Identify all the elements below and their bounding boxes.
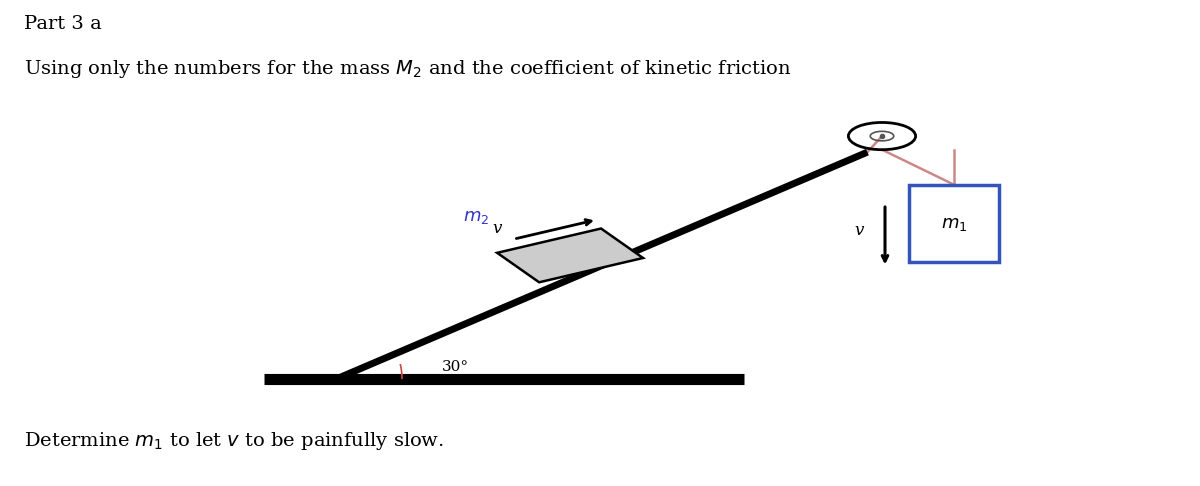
Text: $m_1$: $m_1$ [941,214,967,233]
Text: Using only the numbers for the mass $M_2$ and the coefficient of kinetic frictio: Using only the numbers for the mass $M_2… [24,58,791,80]
Text: v: v [854,223,864,239]
Text: 30°: 30° [442,360,469,374]
Text: Determine $m_1$ to let $v$ to be painfully slow.: Determine $m_1$ to let $v$ to be painful… [24,430,444,452]
Text: v: v [492,220,502,237]
Text: $m_2$: $m_2$ [463,208,490,226]
Text: Part 3 a: Part 3 a [24,15,102,33]
Bar [910,185,998,262]
Polygon shape [497,228,643,282]
